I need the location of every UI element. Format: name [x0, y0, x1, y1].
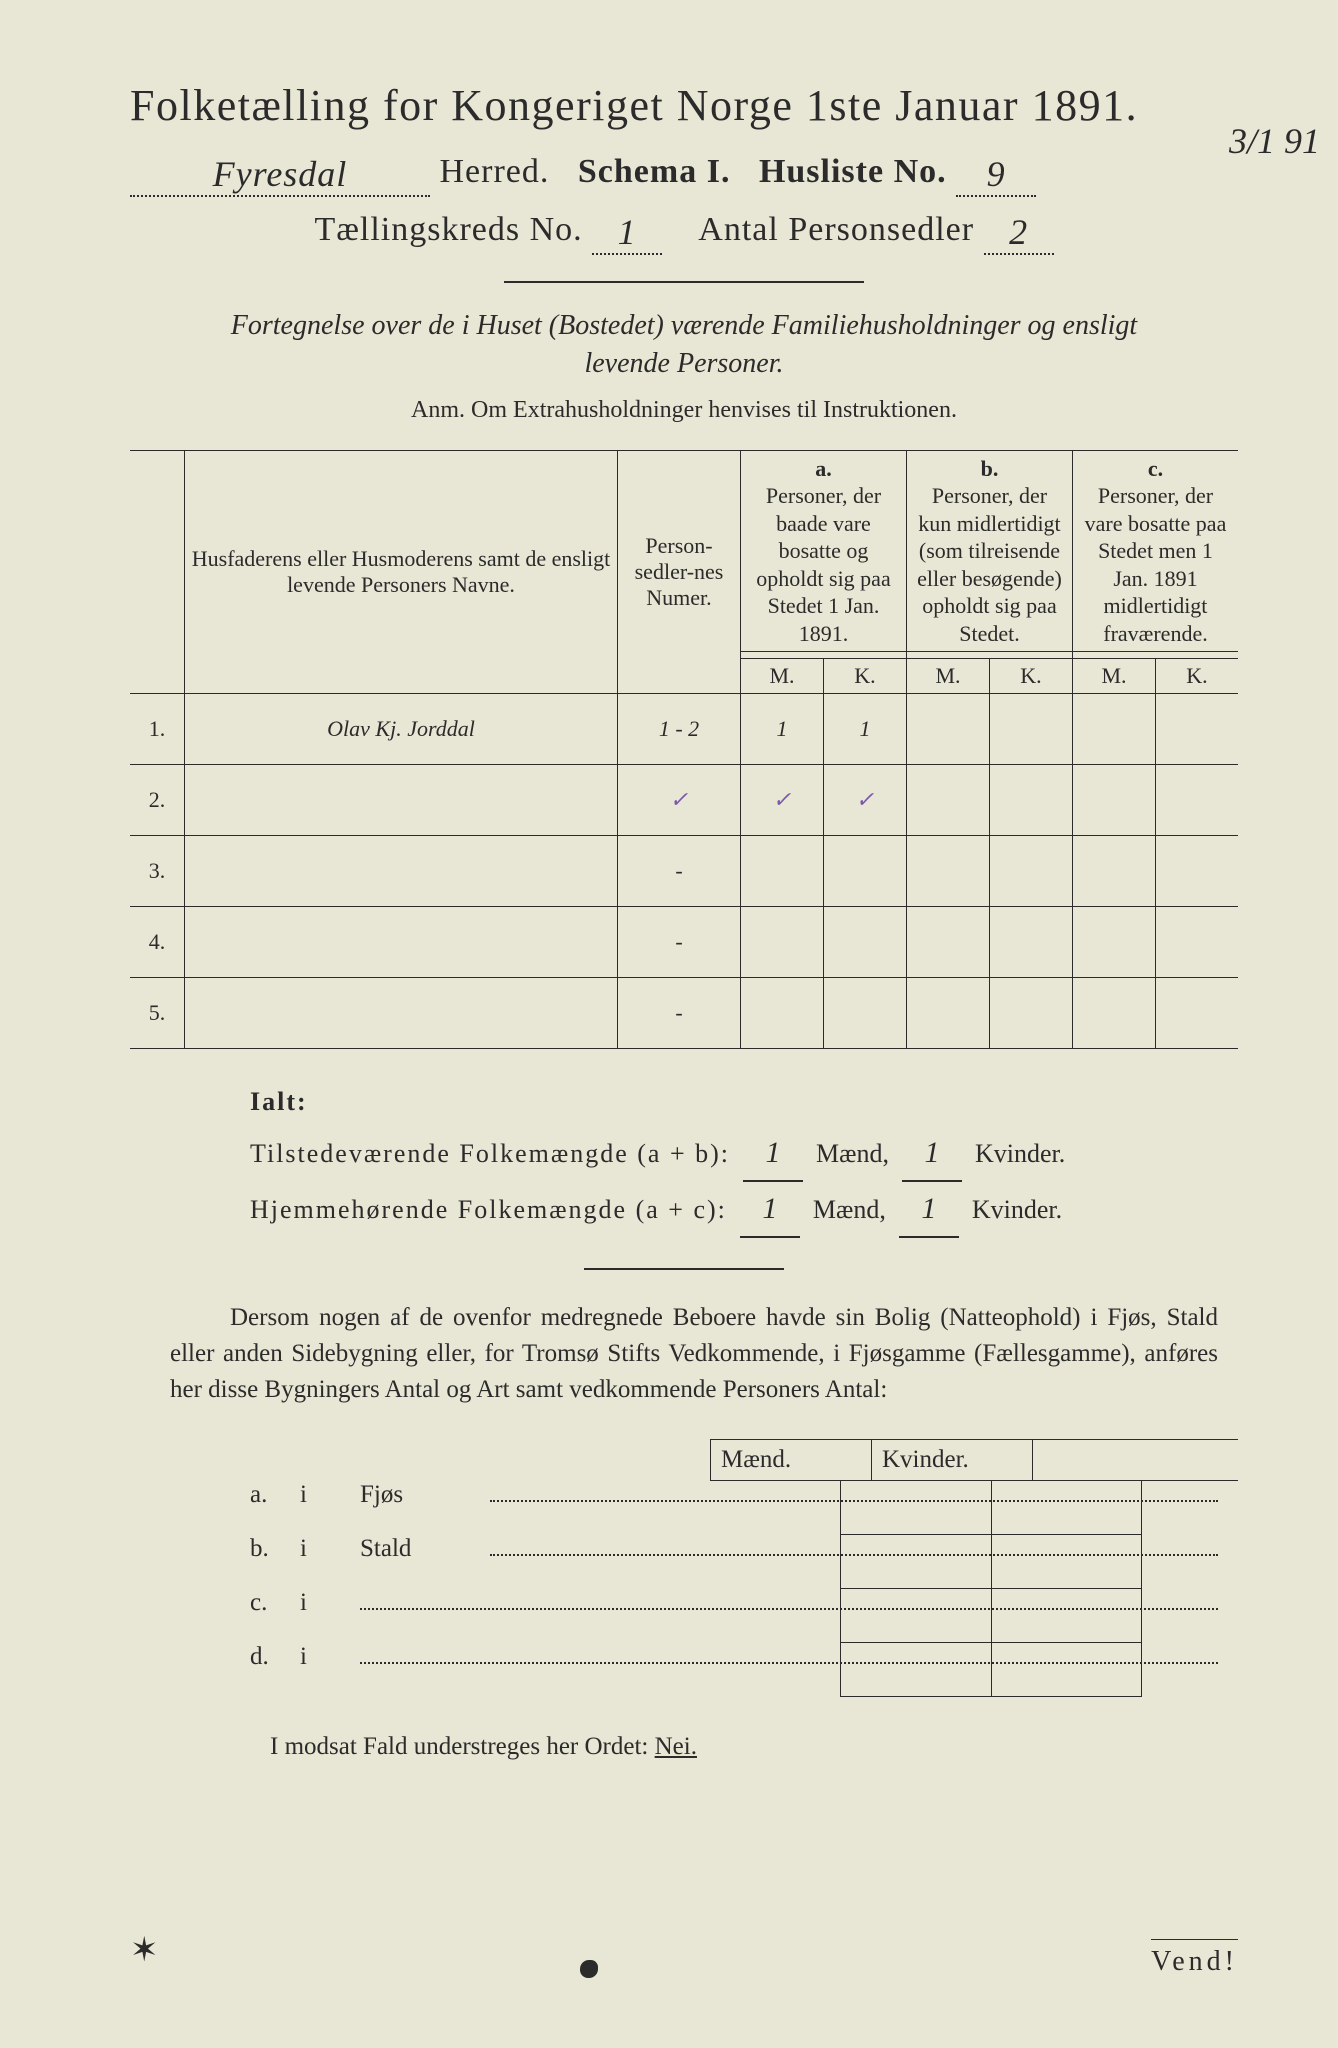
header-line2: Fyresdal Herred. Schema I. Husliste No. …	[130, 149, 1238, 193]
tilst-m: 1	[743, 1126, 803, 1182]
hjem-label: Hjemmehørende Folkemængde (a + c):	[250, 1195, 727, 1224]
divider-rule-2	[584, 1268, 784, 1270]
col-b-m: M.	[907, 659, 990, 694]
census-form-page: 3/1 91 Folketælling for Kongeriget Norge…	[0, 0, 1338, 2048]
sidebygning-block: Mænd. Kvinder. a. i Fjøs b. i Stald c. i	[130, 1439, 1238, 1697]
schema-label: Schema I.	[578, 153, 731, 190]
col-c-m: M.	[1073, 659, 1156, 694]
vend-label: Vend!	[1151, 1939, 1238, 1978]
table-row: 1. Olav Kj. Jorddal 1 - 2 1 1	[130, 694, 1238, 765]
nei-word: Nei.	[655, 1733, 697, 1760]
totals-block: Ialt: Tilstedeværende Folkemængde (a + b…	[250, 1079, 1238, 1238]
col-personsedler-header: Person-sedler-nes Numer.	[618, 450, 741, 694]
col-a-k: K.	[824, 659, 907, 694]
col-c-label: c. Personer, der vare bosatte paa Stedet…	[1073, 450, 1239, 652]
tilst-label: Tilstedeværende Folkemængde (a + b):	[250, 1139, 730, 1168]
husliste-value: 9	[956, 153, 1036, 197]
intro-text: Fortegnelse over de i Huset (Bostedet) v…	[170, 307, 1198, 383]
inkblot-icon	[580, 1960, 598, 1978]
margin-date-note: 3/1 91	[1229, 120, 1320, 162]
intro-line2: levende Personer.	[584, 348, 783, 379]
mark-icon: ✶	[130, 1930, 159, 1970]
herred-field: Fyresdal	[130, 153, 430, 197]
mk-value-grid	[840, 1481, 1142, 1697]
husliste-label: Husliste No.	[759, 153, 947, 190]
herred-label: Herred.	[440, 153, 550, 190]
personsedler-label: Antal Personsedler	[698, 211, 974, 248]
row-num: 1 - 2	[618, 694, 741, 765]
col-c-k: K.	[1156, 659, 1239, 694]
sidebygning-paragraph: Dersom nogen af de ovenfor medregnede Be…	[170, 1300, 1218, 1409]
col-b-label: b. Personer, der kun midlertidigt (som t…	[907, 450, 1073, 652]
header-line3: Tællingskreds No. 1 Antal Personsedler 2	[130, 207, 1238, 251]
col-kvinder: Kvinder.	[871, 1440, 1033, 1480]
table-row: 5. -	[130, 978, 1238, 1049]
table-row: 2. ✓ ✓ ✓	[130, 765, 1238, 836]
table-row: 3. -	[130, 836, 1238, 907]
anm-note: Anm. Om Extrahusholdninger henvises til …	[130, 397, 1238, 424]
table-body: 1. Olav Kj. Jorddal 1 - 2 1 1 2. ✓ ✓ ✓ 3…	[130, 694, 1238, 1049]
nei-line: I modsat Fald understreges her Ordet: Ne…	[270, 1733, 1238, 1761]
col-a-m: M.	[741, 659, 824, 694]
kreds-label: Tællingskreds No.	[314, 211, 582, 248]
row-name: Olav Kj. Jorddal	[185, 694, 618, 765]
main-title: Folketælling for Kongeriget Norge 1ste J…	[130, 80, 1238, 131]
hjem-k: 1	[899, 1182, 959, 1238]
hjem-m: 1	[740, 1182, 800, 1238]
col-maend: Mænd.	[710, 1440, 871, 1480]
divider-rule	[504, 281, 864, 283]
household-table: Husfaderens eller Husmoderens samt de en…	[130, 450, 1238, 1050]
personsedler-value: 2	[984, 211, 1054, 255]
tilst-k: 1	[902, 1126, 962, 1182]
kreds-value: 1	[592, 211, 662, 255]
col-b-k: K.	[990, 659, 1073, 694]
mk-header: Mænd. Kvinder.	[710, 1439, 1238, 1481]
ialt-label: Ialt:	[250, 1087, 308, 1116]
table-row: 4. -	[130, 907, 1238, 978]
col-names-header: Husfaderens eller Husmoderens samt de en…	[185, 450, 618, 694]
col-a-label: a. Personer, der baade vare bosatte og o…	[741, 450, 907, 652]
intro-line1: Fortegnelse over de i Huset (Bostedet) v…	[231, 310, 1137, 341]
